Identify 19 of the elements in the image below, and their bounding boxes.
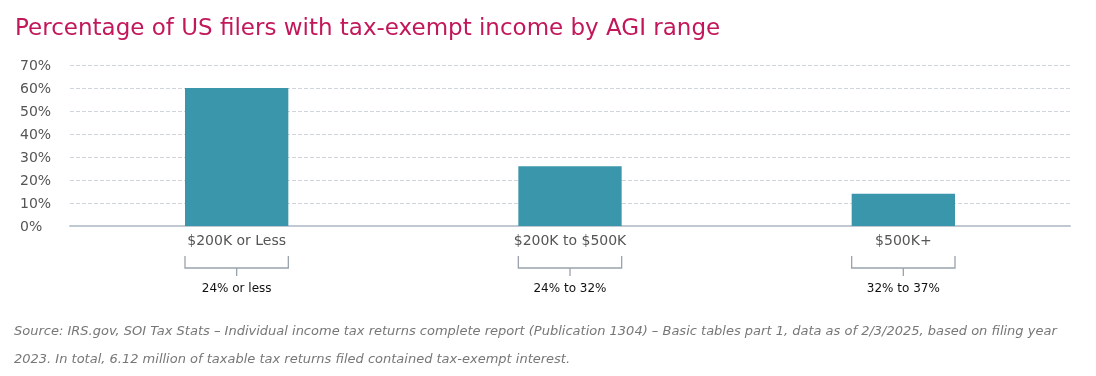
annotation: 24% or less xyxy=(201,281,272,295)
x-tick-label: $500K+ xyxy=(875,232,932,248)
annotation: 32% to 37% xyxy=(866,281,940,295)
source-note: Source: IRS.gov, SOI Tax Stats – Individual income tax returns complete report (Publication 1304) – Basic tables part 1, data as of 2/3/2025, based on filing year 2023. In total, 6.12 million of taxable tax returns filed contained tax-exempt interest. xyxy=(14,322,1061,366)
y-tick-label: 30% xyxy=(20,149,52,165)
annotation: 24% to 32% xyxy=(533,281,607,295)
bar xyxy=(851,193,955,226)
chart-title: Percentage of US filers with tax-exempt income by AGI range xyxy=(15,13,721,40)
x-tick-label: $200K to $500K xyxy=(513,232,628,248)
y-tick-label: 70% xyxy=(20,57,52,73)
bar xyxy=(185,88,289,226)
y-tick-label: 60% xyxy=(20,80,52,96)
bar xyxy=(518,166,622,226)
y-tick-label: 10% xyxy=(20,195,52,211)
y-tick-label: 50% xyxy=(20,103,52,119)
y-tick-label: 20% xyxy=(20,172,52,188)
y-tick-label: 0% xyxy=(20,218,43,234)
y-tick-label: 40% xyxy=(20,126,52,142)
x-tick-label: $200K or Less xyxy=(187,232,287,248)
